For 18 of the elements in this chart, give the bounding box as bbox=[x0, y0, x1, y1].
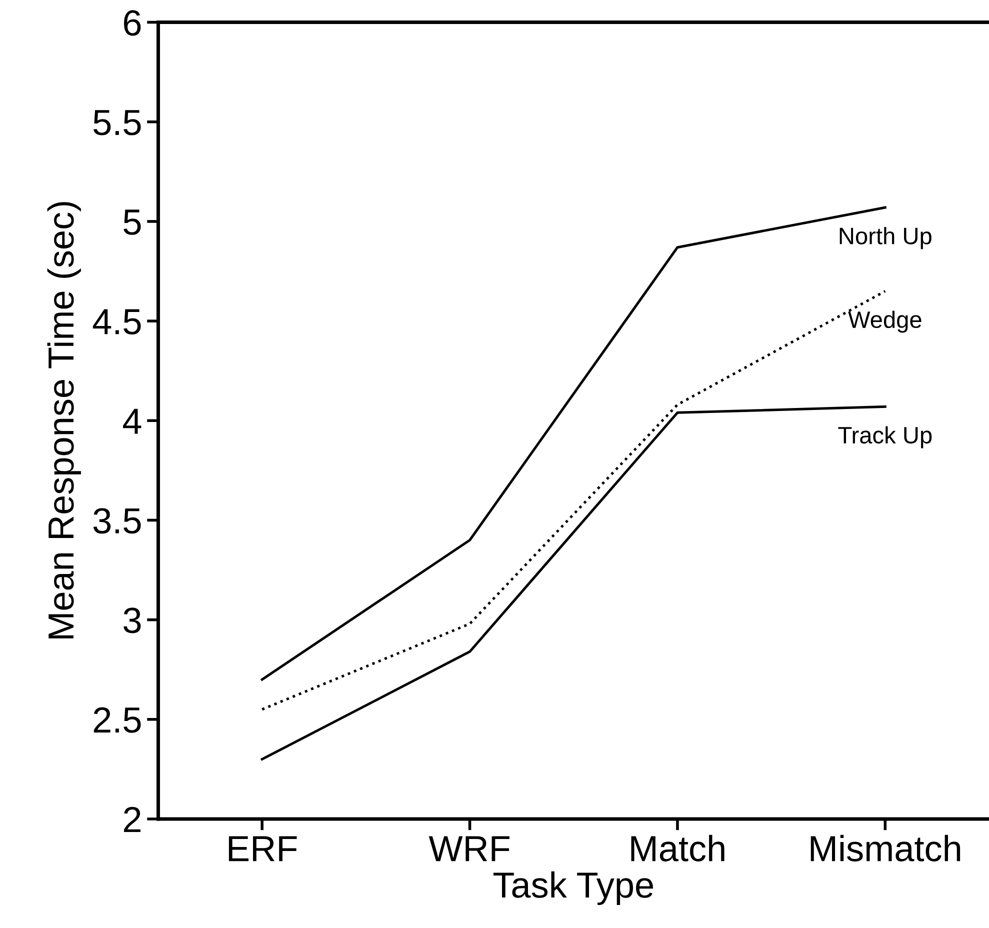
x-axis-title: Task Type bbox=[493, 871, 653, 906]
y-tick-label: 5.5 bbox=[94, 110, 141, 136]
y-tick-label: 6 bbox=[124, 10, 141, 36]
y-tick-label: 2.5 bbox=[94, 707, 141, 733]
series-label: Wedge bbox=[848, 310, 922, 333]
x-tick-label: Mismatch bbox=[810, 834, 960, 862]
y-tick-label: 5 bbox=[124, 210, 141, 235]
y-tick-label: 3.5 bbox=[93, 508, 141, 534]
y-axis-title: Mean Response Time (sec) bbox=[47, 202, 81, 638]
y-tick-label: 2 bbox=[124, 806, 140, 832]
y-tick-label: 3 bbox=[124, 608, 141, 634]
y-tick-label: 4 bbox=[123, 408, 142, 434]
series-label: Track Up bbox=[838, 426, 932, 448]
x-tick-label: ERF bbox=[228, 836, 297, 862]
x-tick-label: WRF bbox=[428, 836, 510, 862]
x-tick-label: Match bbox=[631, 834, 724, 862]
y-tick-label: 4.5 bbox=[92, 309, 141, 334]
series-label: North Up bbox=[840, 227, 932, 250]
